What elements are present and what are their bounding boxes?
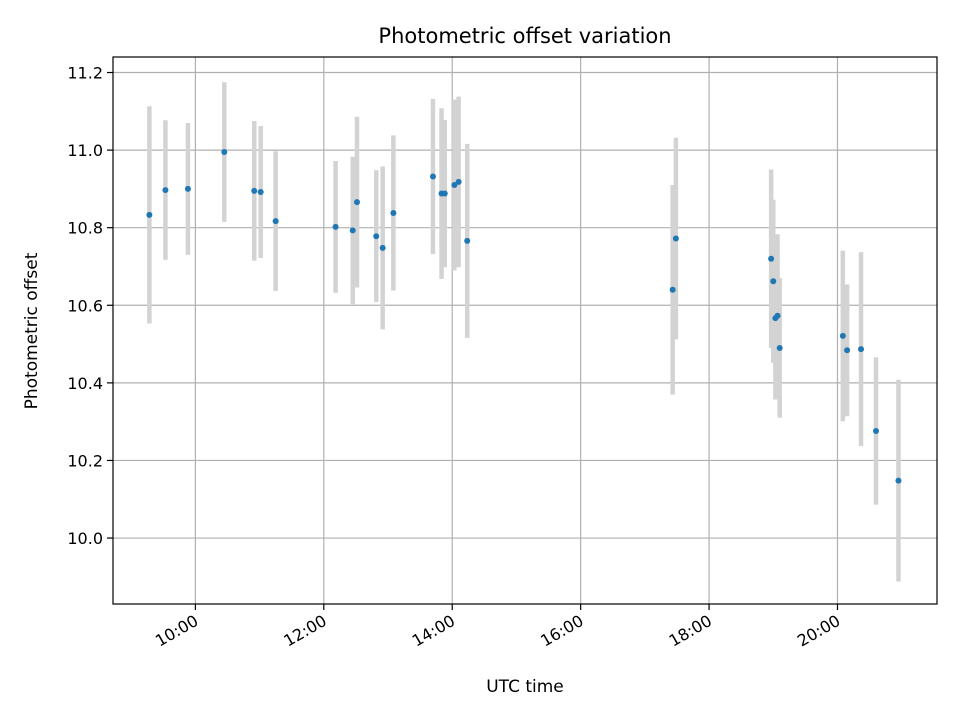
data-point: [464, 237, 471, 244]
y-tick-label: 10.8: [67, 219, 103, 238]
data-point: [373, 233, 380, 240]
grid: [113, 57, 937, 604]
y-tick-label: 10.2: [67, 451, 103, 470]
y-axis-ticks: 10.0 10.2 10.4 10.6 10.8 11.0 11.2: [67, 64, 113, 548]
chart-title: Photometric offset variation: [378, 24, 671, 48]
data-point: [379, 244, 386, 251]
data-point: [251, 187, 258, 194]
data-point: [429, 173, 436, 180]
data-point: [257, 189, 264, 196]
data-point: [451, 182, 458, 189]
data-point: [272, 218, 279, 225]
x-axis-label: UTC time: [486, 677, 564, 697]
data-point: [858, 346, 865, 353]
y-axis-label: Photometric offset: [22, 252, 42, 409]
y-tick-label: 11.0: [67, 141, 103, 160]
data-point: [844, 347, 851, 354]
y-tick-label: 10.6: [67, 296, 103, 315]
data-point: [162, 187, 169, 194]
data-point: [669, 286, 676, 293]
y-tick-label: 10.0: [67, 529, 103, 548]
data-point: [332, 223, 339, 230]
y-tick-label: 10.4: [67, 374, 103, 393]
data-point: [146, 211, 153, 218]
data-point: [672, 235, 679, 242]
data-point: [895, 477, 902, 484]
data-point: [455, 178, 462, 185]
data-point: [441, 190, 448, 197]
data-point: [768, 255, 775, 262]
y-tick-label: 11.2: [67, 64, 103, 83]
data-points: [146, 149, 902, 484]
data-point: [353, 199, 360, 206]
data-point: [770, 278, 777, 285]
plot-frame: [112, 56, 938, 605]
data-point: [873, 427, 880, 434]
data-point: [774, 312, 781, 319]
data-point: [839, 332, 846, 339]
data-point: [184, 185, 191, 192]
data-point: [390, 209, 397, 216]
data-point: [349, 227, 356, 234]
data-point: [221, 149, 228, 156]
data-point: [776, 344, 783, 351]
